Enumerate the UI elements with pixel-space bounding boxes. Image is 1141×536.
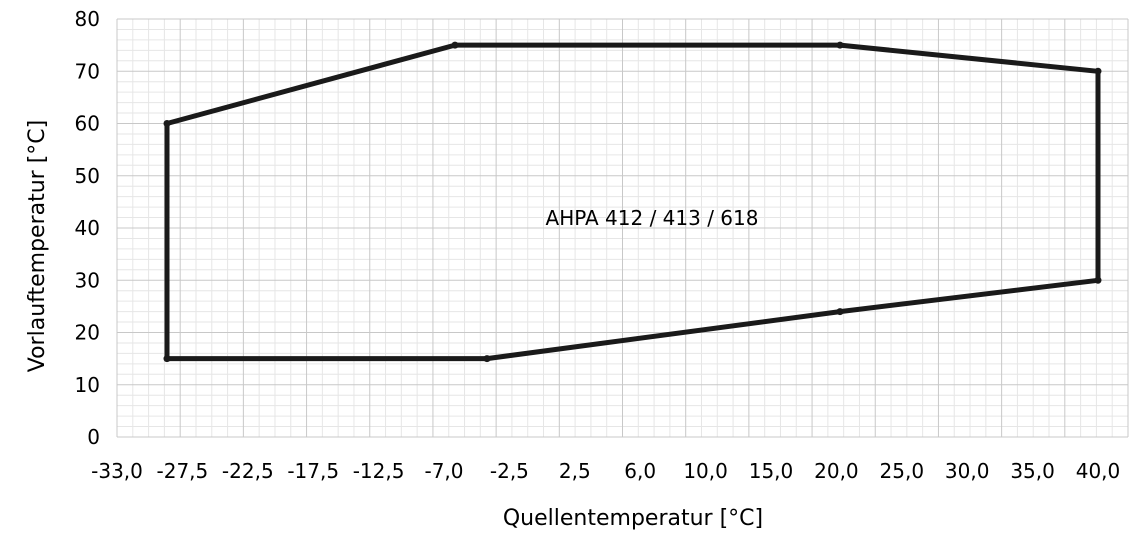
x-tick-label: 35,0 (1010, 459, 1055, 483)
envelope-vertex-point (836, 308, 844, 316)
envelope-vertex-point (836, 41, 844, 49)
envelope-vertex-point (451, 41, 459, 49)
x-tick-label: 15,0 (749, 459, 794, 483)
y-tick-label: 40 (75, 216, 100, 240)
x-tick-label: 10,0 (683, 459, 728, 483)
x-tick-label: 25,0 (880, 459, 925, 483)
envelope-vertex-point (1094, 67, 1102, 75)
x-axis-title: Quellentemperatur [°C] (503, 506, 763, 531)
y-tick-label: 20 (75, 321, 100, 345)
x-tick-label: 6,0 (624, 459, 656, 483)
x-tick-label: -2,5 (490, 459, 529, 483)
chart-annotation: AHPA 412 / 413 / 618 (546, 206, 759, 230)
y-tick-label: 30 (75, 268, 100, 292)
envelope-vertex-point (163, 120, 171, 127)
major-gridlines (116, 18, 1129, 438)
x-tick-label: -27,5 (157, 459, 209, 483)
y-tick-label: 0 (87, 425, 100, 449)
y-tick-label: 60 (75, 112, 100, 136)
x-tick-label: -22,5 (222, 459, 274, 483)
x-axis-tick-labels: -33,0 -27,5 -22,5 -17,5 -12,5 -7,0 -2,5 2,5 6,0 1… (91, 459, 1120, 483)
y-axis-tick-labels: 0 10 20 30 40 50 60 70 80 (75, 7, 100, 449)
x-tick-label: 30,0 (945, 459, 990, 483)
x-tick-label: -12,5 (353, 459, 405, 483)
envelope-vertex-point (1094, 276, 1102, 284)
y-tick-label: 10 (75, 373, 100, 397)
y-tick-label: 80 (75, 7, 100, 31)
y-axis-title: Vorlauftemperatur [°C] (25, 120, 50, 373)
x-tick-label: -33,0 (91, 459, 143, 483)
x-tick-label: 2,5 (559, 459, 591, 483)
envelope-vertex-point (163, 355, 171, 363)
y-tick-label: 50 (75, 164, 100, 188)
series-layer (163, 41, 1102, 363)
x-tick-label: 40,0 (1076, 459, 1121, 483)
x-tick-label: -7,0 (424, 459, 463, 483)
envelope-vertex-point (483, 355, 491, 363)
x-tick-label: 20,0 (814, 459, 859, 483)
y-tick-label: 70 (75, 59, 100, 83)
x-tick-label: -17,5 (287, 459, 339, 483)
